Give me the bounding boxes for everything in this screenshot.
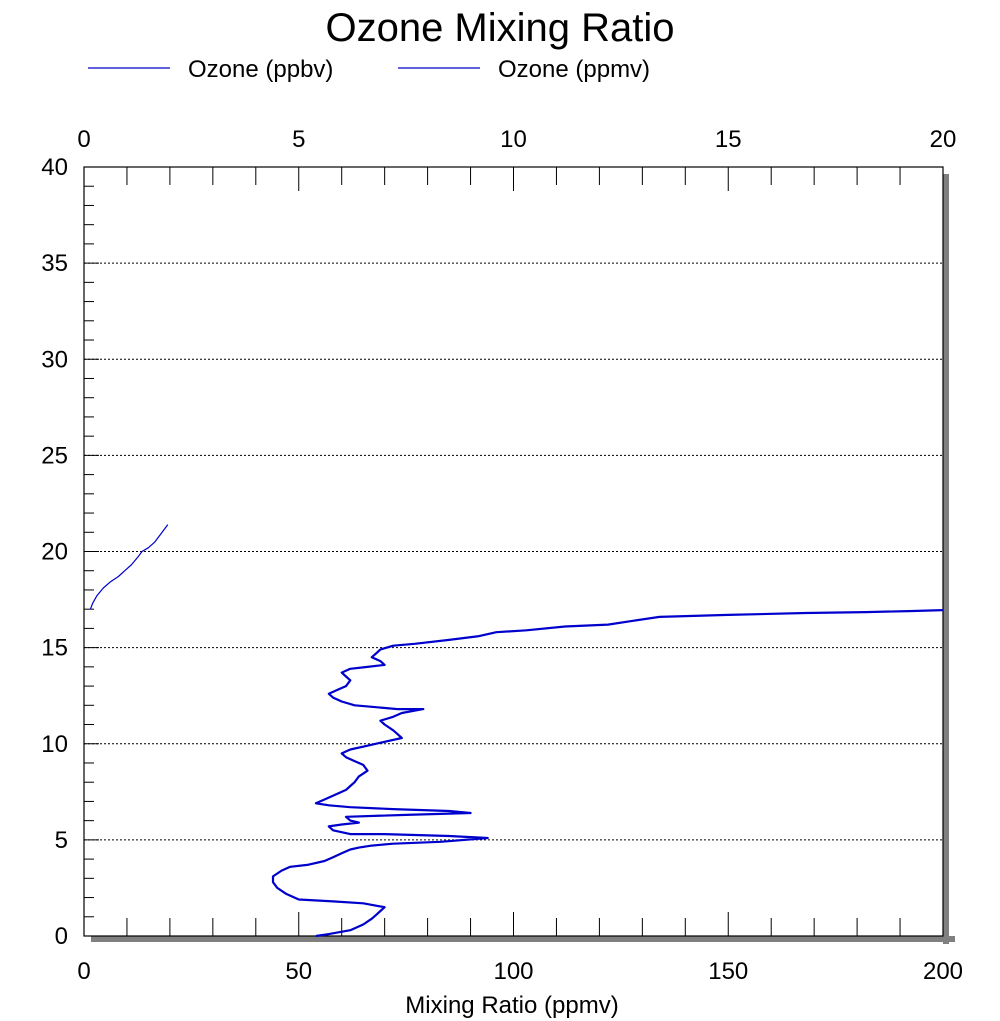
x-bottom-tick-label: 50 (285, 958, 312, 985)
grid (84, 262, 943, 841)
x-axis-label: Mixing Ratio (ppmv) (405, 992, 618, 1019)
x-top-tick-label: 20 (930, 126, 957, 153)
x-top-tick-label: 0 (77, 126, 90, 153)
frame-shadow-bottom (91, 936, 955, 942)
ticks (83, 166, 944, 937)
x-bottom-tick-label: 150 (708, 958, 748, 985)
plot-frame (83, 166, 955, 944)
y-tick-label: 5 (55, 827, 68, 854)
y-tick-label: 25 (41, 442, 68, 469)
y-tick-label: 10 (41, 731, 68, 758)
y-tick-label: 0 (55, 923, 68, 950)
x-bottom-tick-label: 0 (77, 958, 90, 985)
legend-label-ppbv: Ozone (ppbv) (188, 56, 333, 83)
chart-title: Ozone Mixing Ratio (325, 6, 674, 50)
series-group (89, 524, 944, 938)
y-tick-label: 35 (41, 250, 68, 277)
x-top-tick-label: 5 (292, 126, 305, 153)
legend: Ozone (ppbv) Ozone (ppmv) (88, 56, 650, 83)
series-line-ppmv (271, 609, 944, 938)
y-tick-label: 15 (41, 635, 68, 662)
tick-labels: 0 5 10 15 20 25 30 35 40 0 50 100 150 200 0 5 10 15 20 (41, 126, 963, 985)
y-tick-label: 30 (41, 346, 68, 373)
y-tick-label: 20 (41, 539, 68, 566)
x-bottom-tick-label: 200 (923, 958, 963, 985)
x-top-tick-label: 15 (715, 126, 742, 153)
series-line-ppbv (89, 524, 169, 610)
legend-label-ppmv: Ozone (ppmv) (498, 56, 650, 83)
x-bottom-tick-label: 100 (493, 958, 533, 985)
x-top-tick-label: 10 (500, 126, 527, 153)
frame-shadow-right (943, 174, 949, 944)
y-tick-label: 40 (41, 154, 68, 181)
